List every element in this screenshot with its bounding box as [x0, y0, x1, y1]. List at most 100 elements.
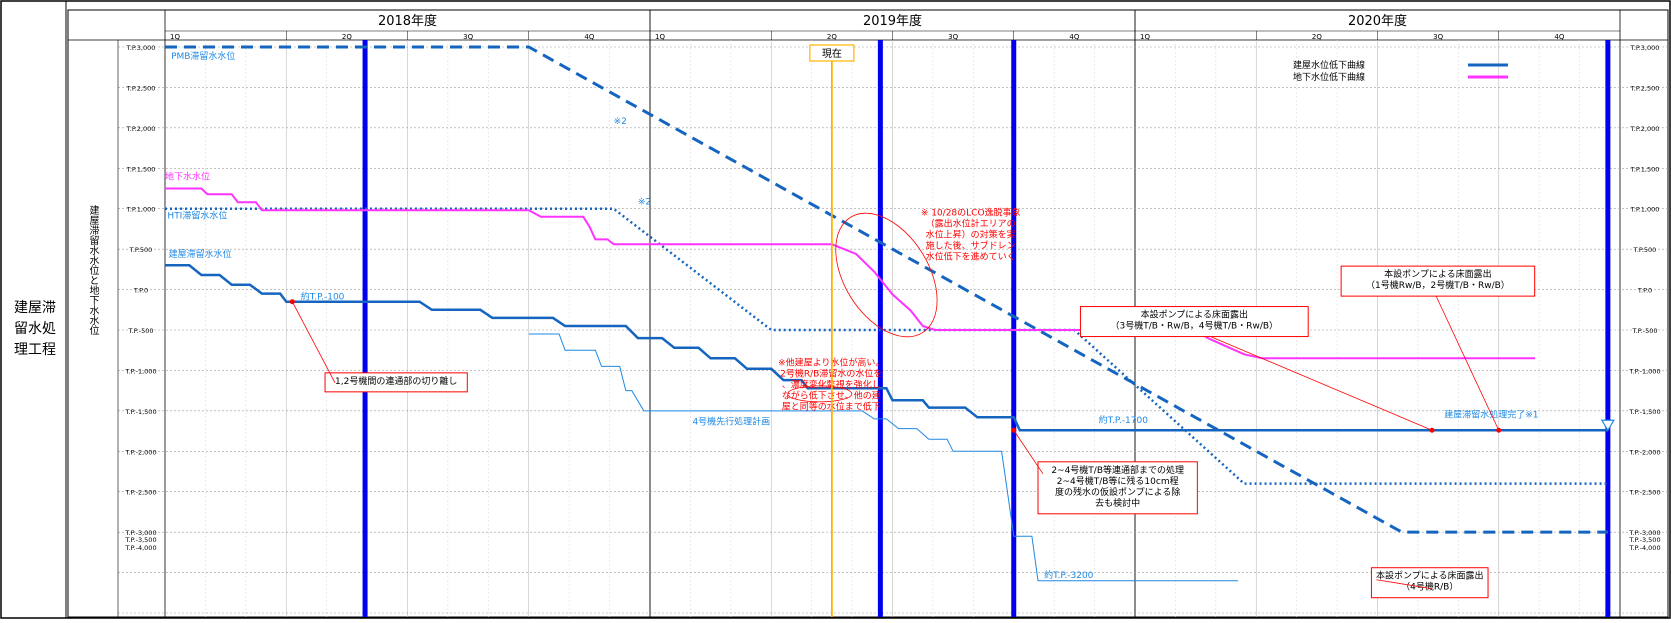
annotation-connector-4 — [1376, 579, 1433, 590]
legend-label-1: 地下水位低下曲線 — [1293, 71, 1365, 83]
annotation-line-0-1: （露出水位計エリアの — [926, 218, 1016, 230]
annotation-line-5-1: 2~4号機T/B等に残る10cm程 — [1057, 475, 1179, 487]
highlight-ellipse-building — [787, 385, 853, 403]
series-label-10: ※2 — [638, 198, 651, 208]
quarter-label-0-1: 2Q — [342, 33, 352, 41]
series-label-7: 4号機先行処理計画 — [692, 416, 770, 428]
milestone-lines — [362, 40, 1611, 617]
now-marker: 現在 — [809, 44, 855, 617]
year-label-1: 2019年度 — [863, 13, 922, 29]
annotation-box-2 — [324, 372, 468, 393]
annotation-box-5 — [1037, 461, 1198, 515]
y-tick-label-left: T.P.-2,500 — [124, 489, 156, 497]
annotation-line-5-2: 度の残水の仮設ポンプによる除 — [1055, 486, 1180, 498]
series-label-6: 約T.P.-3200 — [1044, 569, 1094, 581]
completion-marker — [1600, 419, 1615, 432]
y-tick-label-left: T.P.1,000 — [126, 206, 156, 214]
quarter-label-0-3: 4Q — [584, 33, 594, 41]
quarter-label-2-2: 3Q — [1433, 33, 1443, 41]
highlight-ellipses — [787, 212, 938, 403]
now-box — [809, 44, 855, 62]
y-tick-label-right: T.P.3,000 — [1630, 44, 1660, 52]
annotation-line-5-3: 去も検討中 — [1095, 497, 1140, 509]
quarter-label-1-3: 4Q — [1069, 33, 1079, 41]
annotation-line-0-3: 施した後、サブドレン — [926, 240, 1016, 252]
now-label: 現在 — [822, 48, 842, 60]
annotation-line-5-0: 2~4号機T/B等連通部までの処理 — [1051, 464, 1184, 476]
quarter-label-2-0: 1Q — [1140, 33, 1150, 41]
series-label-0: PMB滞留水水位 — [171, 50, 235, 62]
annotation-6: 本設ポンプによる床面露出（4号機R/B） — [1370, 567, 1489, 599]
annotation-line-6-1: （4号機R/B） — [1401, 581, 1458, 593]
y-tick-label-left: T.P.500 — [129, 246, 153, 254]
y-axis-title-text: 建屋滞留水水位と地下水水位 — [87, 204, 99, 335]
annotation-line-0-4: 水位低下を進めていく — [926, 251, 1016, 263]
row-label-line-3: 理工程 — [14, 342, 56, 358]
quarter-label-1-0: 1Q — [655, 33, 665, 41]
y-tick-label-left: T.P.-4,000 — [124, 544, 156, 552]
series-line-1 — [165, 207, 1608, 485]
annotation-2: 1,2号機間の連通部の切り離し — [324, 372, 468, 393]
quarter-label-0-0: 1Q — [170, 33, 180, 41]
annotation-line-0-2: 水位上昇）の対策を実 — [926, 229, 1016, 241]
annotation-connector-2 — [1210, 336, 1433, 431]
series-line-4 — [528, 333, 1239, 582]
y-tick-label-right: T.P.-2,500 — [1628, 489, 1660, 497]
y-tick-label-left: T.P.-1,000 — [124, 367, 156, 375]
series-label-9: ※2 — [614, 117, 627, 127]
series-line-3 — [165, 264, 1608, 432]
y-tick-label-right: T.P.-3,500 — [1628, 536, 1660, 544]
annotation-4: 本設ポンプによる床面露出（3号機T/B・Rw/B，4号機T/B・Rw/B） — [1079, 306, 1309, 338]
y-tick-label-right: T.P.1,000 — [1630, 206, 1660, 214]
quarter-label-2-1: 2Q — [1312, 33, 1322, 41]
year-label-0: 2018年度 — [378, 13, 437, 29]
y-tick-label-right: T.P.-2,000 — [1628, 448, 1660, 456]
annotation-box-6 — [1370, 567, 1489, 599]
y-tick-labels: T.P.3,000 T.P.3,000 T.P.2,500 T.P.2,500 T.P.… — [117, 40, 1661, 617]
annotation-connector-0 — [291, 301, 336, 384]
annotation-box-4 — [1079, 306, 1309, 338]
annotation-0: ※ 10/28のLCO逸脱事象（露出水位計エリアの水位上昇）の対策を実施した後、… — [921, 207, 1021, 263]
annotation-line-4-1: （3号機T/B・Rw/B，4号機T/B・Rw/B） — [1111, 320, 1279, 332]
y-tick-label-right: T.P.-4,000 — [1628, 544, 1660, 552]
series-label-2: HTI滞留水水位 — [167, 209, 227, 221]
y-axis-title: 建屋滞留水水位と地下水水位 — [87, 204, 99, 335]
series-line-0 — [165, 45, 1608, 534]
y-tick-label-right: T.P.-3,000 — [1628, 529, 1660, 537]
y-tick-label-left: T.P.2,000 — [126, 125, 156, 133]
row-label-line-1: 建屋滞 — [14, 300, 56, 316]
y-tick-label-right: T.P.1,500 — [1630, 165, 1660, 173]
time-header: 2018年度 1Q 2Q 3Q 4Q 2019年度 1Q 2Q 3Q 4Q 2020年度 1Q 2Q 3Q… — [165, 10, 1620, 617]
chart-frame — [67, 9, 1669, 618]
y-tick-label-left: T.P.1,500 — [126, 165, 156, 173]
annotation-line-3-1: （1号機Rw/B，2号機T/B・Rw/B） — [1366, 279, 1510, 291]
y-tick-label-right: T.P.2,500 — [1630, 84, 1660, 92]
quarter-label-1-1: 2Q — [827, 33, 837, 41]
y-tick-label-left: T.P.-2,000 — [124, 448, 156, 456]
series-label-5: 約T.P.-1700 — [1099, 414, 1149, 426]
annotation-line-4-0: 本設ポンプによる床面露出 — [1141, 309, 1248, 321]
y-tick-label-left: T.P.3,000 — [126, 44, 156, 52]
y-tick-label-left: T.P.-1,500 — [124, 408, 156, 416]
series-label-4: 約T.P.-100 — [301, 290, 345, 302]
highlight-ellipse-groundwater — [835, 212, 938, 338]
annotation-line-3-0: 本設ポンプによる床面露出 — [1384, 268, 1491, 280]
legend-label-0: 建屋水位低下曲線 — [1293, 59, 1365, 71]
series-label-3: 建屋滞留水水位 — [169, 248, 232, 260]
y-tick-label-right: T.P.-500 — [1632, 327, 1658, 335]
quarter-label-1-2: 3Q — [948, 33, 958, 41]
annotation-line-2-0: 1,2号機間の連通部の切り離し — [335, 375, 457, 387]
quarter-label-0-2: 3Q — [463, 33, 473, 41]
y-tick-label-right: T.P.2,000 — [1630, 125, 1660, 133]
annotation-box-3 — [1340, 265, 1536, 297]
y-tick-label-left: T.P.0 — [133, 287, 148, 295]
year-label-2: 2020年度 — [1348, 13, 1407, 29]
quarter-label-2-3: 4Q — [1554, 33, 1564, 41]
y-tick-label-left: T.P.2,500 — [126, 84, 156, 92]
annotation-5: 2~4号機T/B等連通部までの処理2~4号機T/B等に残る10cm程度の残水の仮… — [1037, 461, 1198, 515]
